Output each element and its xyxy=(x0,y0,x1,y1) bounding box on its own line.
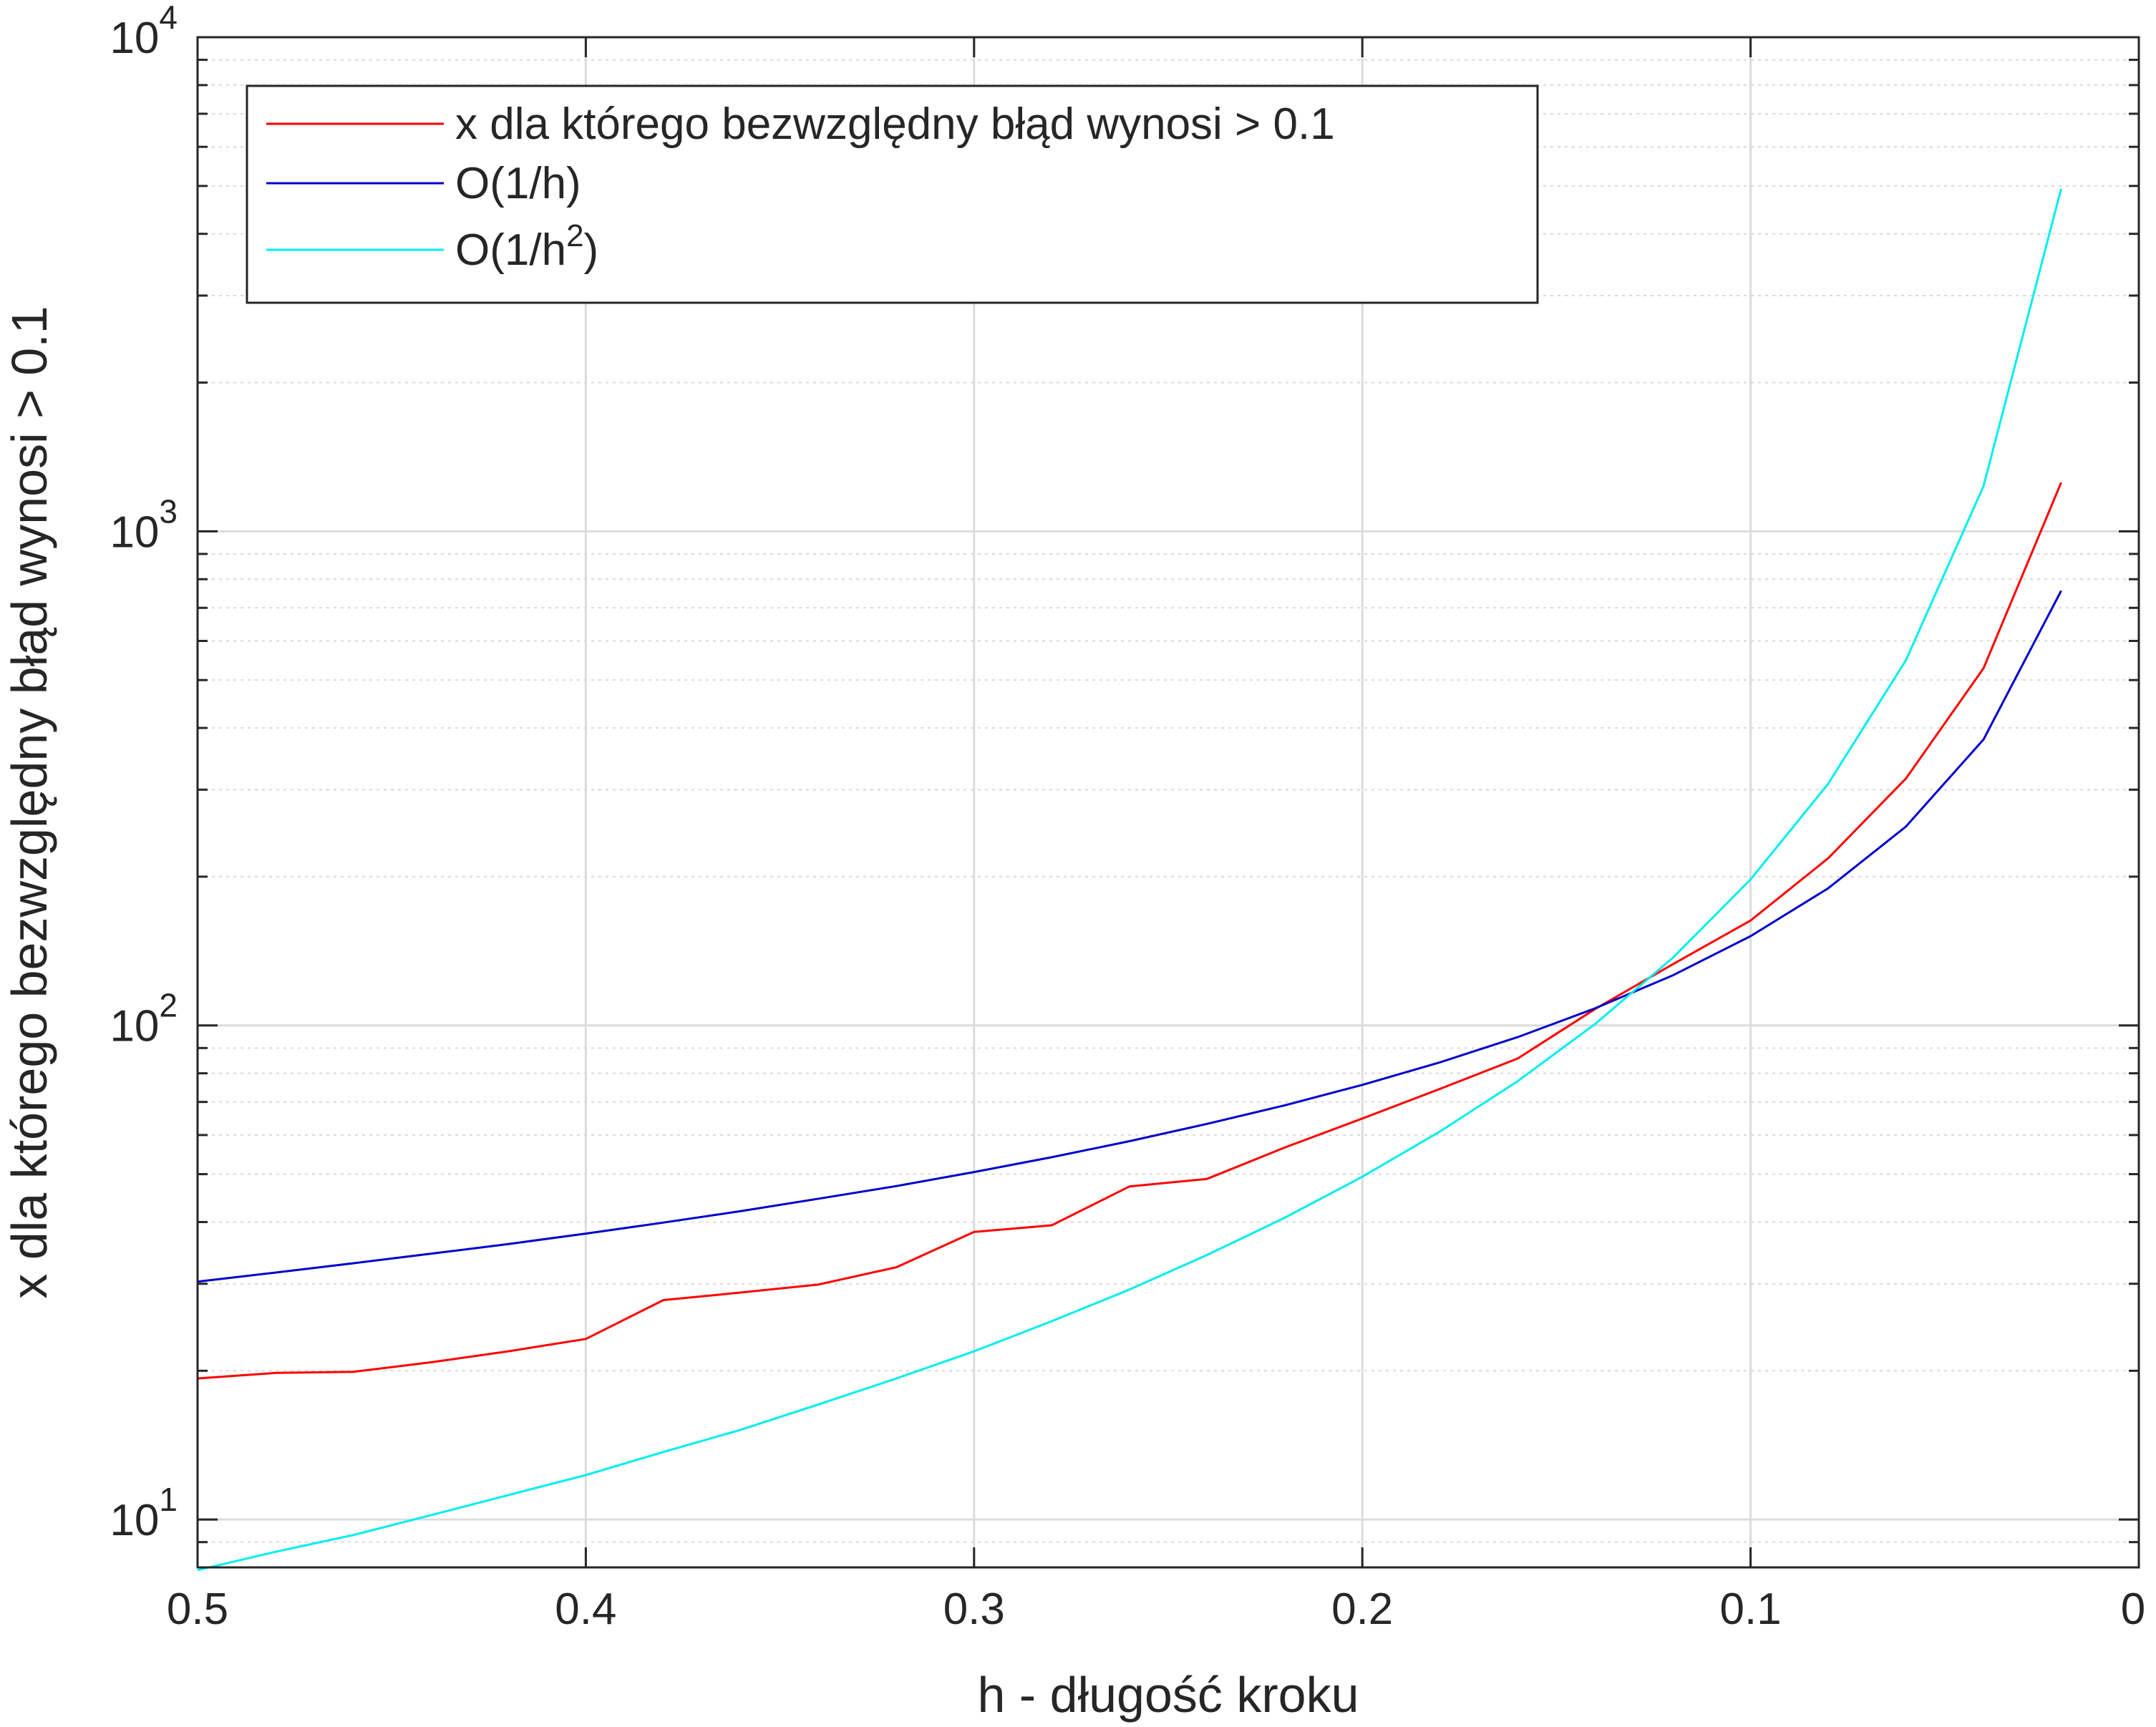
data-series xyxy=(197,188,2062,1572)
y-tick-label-base: 10 xyxy=(110,507,159,557)
y-tick-label-exponent: 3 xyxy=(159,492,178,530)
axis-tick-marks xyxy=(196,36,2140,1569)
axes-box xyxy=(196,36,2140,1569)
legend-entry-o-1-h2-sup: 2 xyxy=(566,218,583,253)
minor-gridlines xyxy=(198,59,2139,1568)
legend-entry-o-1-h2-tail: ) xyxy=(584,225,599,275)
y-tick-label: 101 xyxy=(110,1481,178,1545)
legend-entry-measured: x dla którego bezwzględny błąd wynosi > … xyxy=(455,99,1335,149)
y-tick-label: 102 xyxy=(110,987,178,1051)
legend-entry-o-1-h: O(1/h) xyxy=(455,159,581,208)
y-tick-label-exponent: 4 xyxy=(159,0,178,36)
series-line-2 xyxy=(197,590,2062,1283)
y-tick-label: 104 xyxy=(110,0,178,63)
legend: x dla którego bezwzględny błąd wynosi > … xyxy=(246,84,1539,304)
x-tick-label: 0.2 xyxy=(1331,1585,1393,1634)
x-tick-label: 0.3 xyxy=(943,1585,1005,1634)
y-tick-label: 103 xyxy=(110,492,178,557)
y-tick-label-base: 10 xyxy=(110,14,159,63)
y-axis-label: x dla którego bezwzględny błąd wynosi > … xyxy=(1,306,57,1298)
x-axis-label: h - długość kroku xyxy=(977,1667,1359,1723)
series-line-1 xyxy=(197,482,2062,1380)
y-tick-label-exponent: 2 xyxy=(159,987,178,1024)
series-line-3 xyxy=(197,188,2062,1572)
legend-box xyxy=(246,84,1539,304)
x-tick-label: 0.5 xyxy=(167,1585,228,1634)
x-tick-label: 0.1 xyxy=(1719,1585,1781,1634)
y-tick-label-exponent: 1 xyxy=(159,1481,178,1518)
y-tick-label-base: 10 xyxy=(110,1496,159,1545)
legend-entry-o-1-h2: O(1/h2) xyxy=(455,218,598,275)
x-tick-label: 0 xyxy=(2121,1585,2145,1634)
x-tick-label: 0.4 xyxy=(555,1585,616,1634)
y-tick-label-base: 10 xyxy=(110,1002,159,1051)
x-tick-labels: 0.5 0.4 0.3 0.2 0.1 0 xyxy=(167,1585,2145,1634)
legend-entry-o-1-h2-base: O(1/h xyxy=(455,225,566,275)
